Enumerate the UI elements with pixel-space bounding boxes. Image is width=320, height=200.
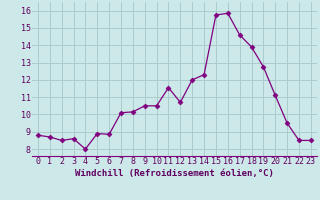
X-axis label: Windchill (Refroidissement éolien,°C): Windchill (Refroidissement éolien,°C) — [75, 169, 274, 178]
